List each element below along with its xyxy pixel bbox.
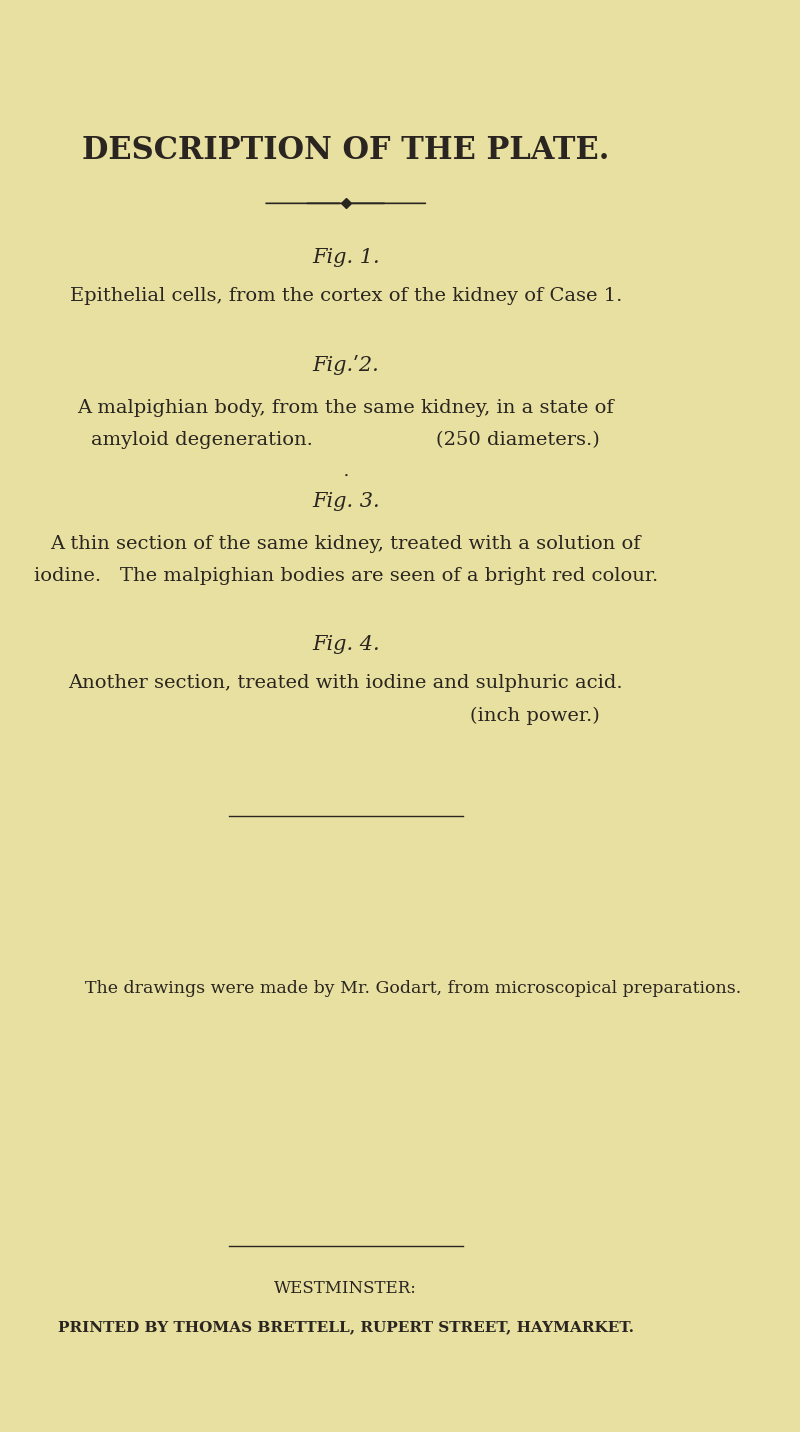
Text: Fig. 4.: Fig. 4. xyxy=(312,634,379,654)
Text: amyloid degeneration.: amyloid degeneration. xyxy=(91,431,314,448)
Text: A malpighian body, from the same kidney, in a state of: A malpighian body, from the same kidney,… xyxy=(78,400,614,417)
Text: DESCRIPTION OF THE PLATE.: DESCRIPTION OF THE PLATE. xyxy=(82,135,610,166)
Text: Epithelial cells, from the cortex of the kidney of Case 1.: Epithelial cells, from the cortex of the… xyxy=(70,288,622,305)
Text: Fig. 3.: Fig. 3. xyxy=(312,491,379,511)
Text: Fig.ʹ2.: Fig.ʹ2. xyxy=(312,355,379,375)
Text: •: • xyxy=(343,471,348,480)
Text: PRINTED BY THOMAS BRETTELL, RUPERT STREET, HAYMARKET.: PRINTED BY THOMAS BRETTELL, RUPERT STREE… xyxy=(58,1320,634,1335)
Text: Another section, treated with iodine and sulphuric acid.: Another section, treated with iodine and… xyxy=(69,674,623,692)
Text: Fig. 1.: Fig. 1. xyxy=(312,248,379,268)
Text: WESTMINSTER:: WESTMINSTER: xyxy=(274,1280,417,1297)
Text: (inch power.): (inch power.) xyxy=(470,707,600,725)
Text: (250 diameters.): (250 diameters.) xyxy=(436,431,600,448)
Text: The drawings were made by Mr. Godart, from microscopical preparations.: The drawings were made by Mr. Godart, fr… xyxy=(85,979,741,997)
Text: A thin section of the same kidney, treated with a solution of: A thin section of the same kidney, treat… xyxy=(50,536,641,553)
Text: iodine.   The malpighian bodies are seen of a bright red colour.: iodine. The malpighian bodies are seen o… xyxy=(34,567,658,584)
